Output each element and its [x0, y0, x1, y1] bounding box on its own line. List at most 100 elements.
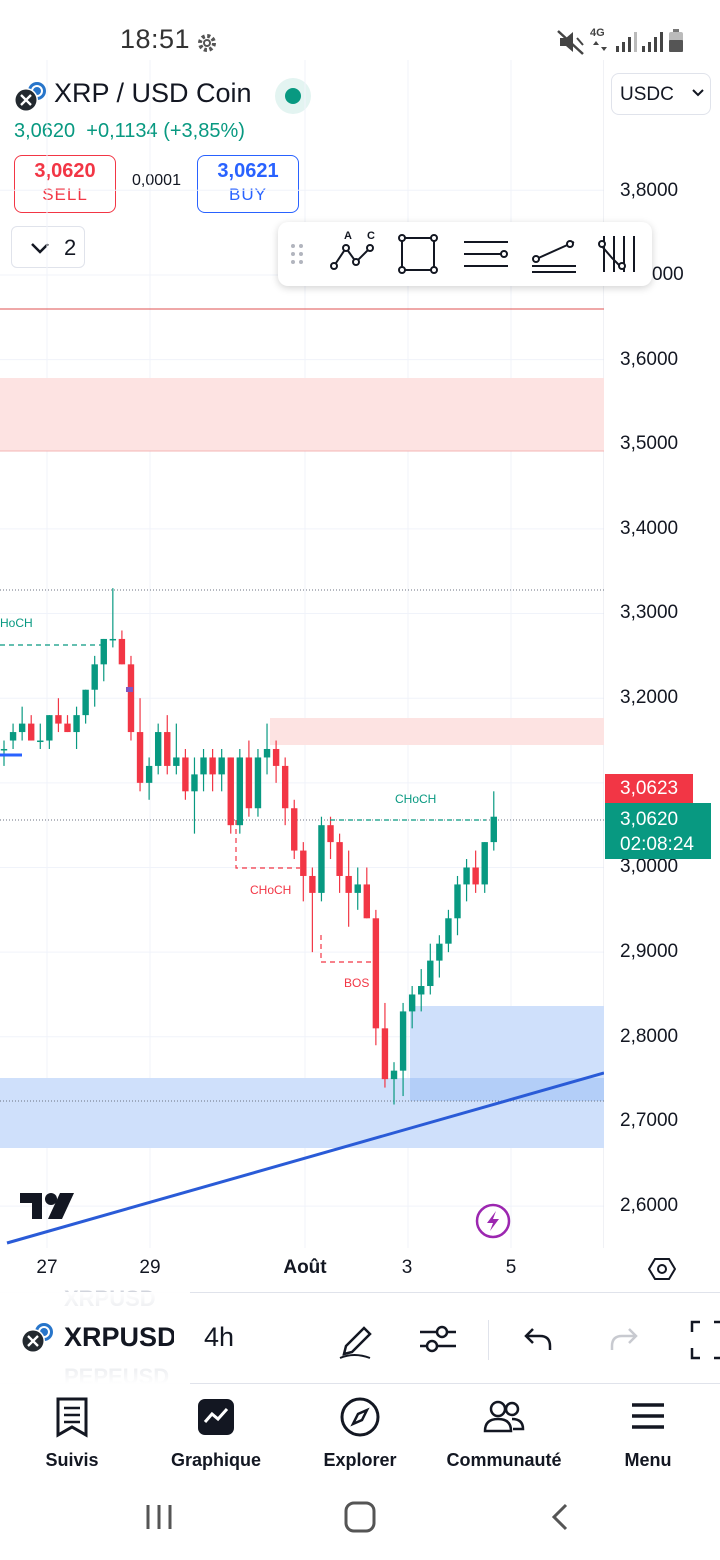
candle-body: [481, 842, 488, 885]
candle-body: [445, 918, 452, 944]
candle-body: [154, 732, 162, 766]
fib-tool-icon[interactable]: [596, 232, 644, 276]
y-tick: 3,6000: [620, 349, 679, 370]
indicators-sliders-icon[interactable]: [418, 1322, 458, 1356]
candle-body: [136, 732, 144, 783]
x-tick: 27: [36, 1257, 58, 1278]
candle-body: [118, 638, 126, 665]
menu-icon: [632, 1403, 664, 1429]
candle-body: [300, 850, 307, 876]
sell-price: 3,0620: [34, 160, 96, 182]
demand-zone-overlap: [410, 1078, 604, 1101]
choch-line-mid: [235, 820, 300, 869]
symbol-title[interactable]: XRP / USD Coin: [54, 78, 252, 108]
nav-communaute[interactable]: Communauté: [434, 1395, 574, 1471]
x-tick: 3: [401, 1257, 413, 1278]
buy-price: 3,0621: [217, 160, 279, 182]
pattern-letter-c: C: [367, 230, 375, 242]
timeframe-picker[interactable]: 4h: [204, 1322, 235, 1352]
candle-body: [37, 740, 44, 743]
candle-body: [46, 715, 53, 741]
redo-icon[interactable]: [608, 1326, 640, 1354]
candle-body: [454, 884, 461, 919]
symbol-picker[interactable]: XRPUSD: [64, 1322, 174, 1352]
x-tick: 29: [139, 1257, 161, 1278]
trendline: [6, 1071, 604, 1245]
bar-countdown: 02:08:24: [620, 834, 694, 855]
candle-body: [209, 757, 216, 775]
rectangle-icon[interactable]: [394, 232, 442, 276]
undo-icon[interactable]: [522, 1326, 554, 1354]
last-price: 3,0620: [14, 120, 76, 142]
xrp-usdc-logo-icon: [14, 82, 46, 112]
drawing-toolbar: A C: [278, 222, 652, 286]
overlays: HoCH CHoCH CHoCH BOS: [0, 616, 604, 1245]
abc-pattern-icon: [330, 244, 374, 270]
nav-label: Suivis: [45, 1450, 99, 1470]
back-icon[interactable]: [548, 1502, 572, 1532]
y-tick: 3,0000: [620, 856, 679, 877]
settings-gear-icon: [198, 34, 216, 52]
drag-handle-icon[interactable]: [282, 232, 312, 276]
recent-apps-icon[interactable]: [144, 1502, 174, 1532]
currency-select[interactable]: USDC: [611, 73, 711, 115]
supply-zone-upper: [0, 378, 604, 451]
bottom-toolbar: [0, 1292, 720, 1384]
x-tick: 5: [505, 1257, 517, 1278]
flash-alert-icon[interactable]: [474, 1202, 512, 1240]
layers-toggle-button[interactable]: 2: [11, 226, 85, 268]
candle-body: [28, 723, 35, 741]
chevron-down-icon: [692, 89, 704, 97]
candle-body: [399, 1011, 407, 1071]
nav-graphique[interactable]: Graphique: [146, 1395, 286, 1471]
home-icon[interactable]: [343, 1500, 377, 1534]
nav-suivis[interactable]: Suivis: [2, 1395, 142, 1471]
parallel-lines-icon[interactable]: [462, 232, 510, 276]
nav-menu[interactable]: Menu: [578, 1395, 718, 1471]
pencil-icon[interactable]: [336, 1318, 376, 1360]
supply-zone-lower: [270, 718, 604, 745]
candle-body: [164, 732, 171, 766]
nav-explorer[interactable]: Explorer: [290, 1395, 430, 1471]
status-time: 18:51: [120, 24, 191, 54]
candle-body: [309, 875, 316, 893]
candle-body: [100, 638, 107, 665]
candle-body: [327, 825, 334, 843]
zones: [0, 308, 604, 1148]
candle-body: [227, 757, 234, 826]
candle-body: [73, 715, 80, 733]
pattern-letter-a: A: [344, 230, 352, 242]
y-tick: 2,8000: [620, 1026, 679, 1047]
sell-button[interactable]: 3,0620 SELL: [14, 155, 116, 213]
abc-pattern-tool[interactable]: A C: [328, 230, 376, 276]
candle-body: [390, 1070, 398, 1080]
y-tick: 3,5000: [620, 433, 679, 454]
y-tick: 2,7000: [620, 1110, 679, 1131]
y-tick: 3,8000: [620, 180, 679, 201]
bos-label: BOS: [344, 976, 369, 990]
purple-marker: [126, 687, 133, 692]
layers-count: 2: [64, 235, 77, 260]
sell-label: SELL: [42, 185, 88, 204]
candle-body: [145, 765, 153, 783]
data-arrows-icon: [593, 41, 607, 51]
candle-body: [64, 723, 71, 733]
last-price-tag-value: 3,0620: [620, 809, 679, 830]
trend-line-icon[interactable]: [530, 232, 578, 276]
nav-label: Communauté: [446, 1450, 562, 1470]
spread-value: 0,0001: [132, 172, 181, 189]
candle-body: [173, 757, 180, 766]
chart-settings-icon[interactable]: [648, 1255, 676, 1283]
fullscreen-icon[interactable]: [688, 1320, 720, 1360]
candle-body: [91, 664, 98, 690]
y-tick-partial: 000: [652, 264, 684, 285]
battery-icon: [669, 29, 683, 52]
candle-body: [18, 723, 26, 733]
choch-label-left: HoCH: [0, 616, 33, 630]
candle-body: [245, 757, 253, 809]
candle-body: [418, 986, 425, 995]
buy-button[interactable]: 3,0621 BUY: [197, 155, 299, 213]
watchlist-icon: [56, 1397, 88, 1438]
candle-body: [408, 994, 416, 1012]
candle-body: [490, 816, 497, 843]
